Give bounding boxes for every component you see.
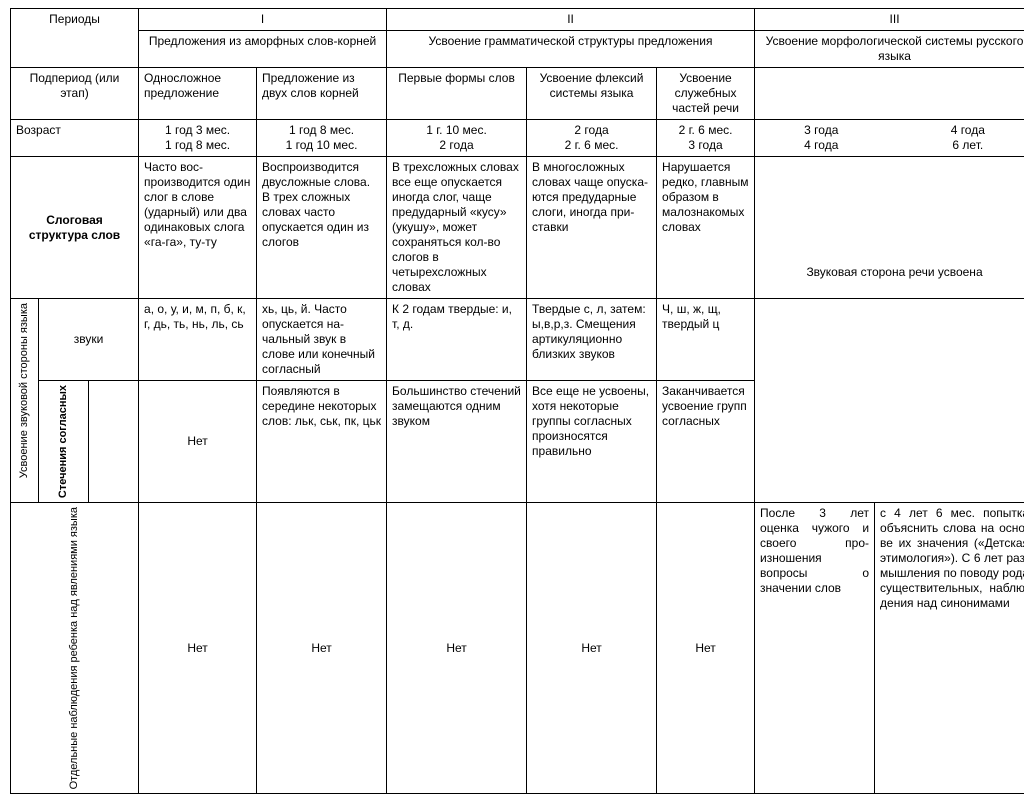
row-roman: Периоды I II III — [11, 9, 1024, 31]
subperiod-label: Подпериод (или этап) — [11, 68, 139, 120]
clusters-label-rot-cell: Стечения соглас­ных — [39, 381, 89, 503]
age-c1: 1 год 3 мес. 1 год 8 мес. — [139, 120, 257, 157]
page: Периоды I II III Предложения из аморфных… — [0, 0, 1024, 802]
age-c6b: 4 года — [760, 138, 883, 153]
sounds-c1: а, о, у, и, м, п, б, к, г, дь, ть, нь, л… — [139, 299, 257, 381]
age-c5a: 2 г. 6 мес. — [662, 123, 749, 138]
age-c7a: 4 года — [907, 123, 1024, 138]
age-c67: 3 года 4 года 4 года 6 лет. — [755, 120, 1024, 157]
subperiod-c67 — [755, 68, 1024, 120]
subperiod-c3: Первые формы слов — [387, 68, 527, 120]
syllable-c3: В трехсложных словах все еще опускается … — [387, 157, 527, 299]
syllable-c1: Часто вос­производит­ся один слог в слов… — [139, 157, 257, 299]
period-iii-num: III — [755, 9, 1024, 31]
age-c1b: 1 год 8 мес. — [144, 138, 251, 153]
age-c7b: 6 лет. — [907, 138, 1024, 153]
age-c4b: 2 г. 6 мес. — [532, 138, 651, 153]
age-c6a: 3 года — [760, 123, 883, 138]
row-age: Возраст 1 год 3 мес. 1 год 8 мес. 1 год … — [11, 120, 1024, 157]
period-ii-num: II — [387, 9, 755, 31]
observations-c1: Нет — [139, 503, 257, 794]
clusters-c5: Заканчива­ется усвое­ние групп согласных — [657, 381, 755, 503]
observations-c7: с 4 лет 6 мес. попытка объяснить слова н… — [875, 503, 1024, 794]
sounds-c2: хь, ць, й. Часто опускается на­чальный з… — [257, 299, 387, 381]
subperiod-c4: Усвоение флексий системы языка — [527, 68, 657, 120]
subperiod-c5: Усвоение служебных частей речи — [657, 68, 755, 120]
syllable-c5: Нарушает­ся редко, главным образом в мал… — [657, 157, 755, 299]
age-c3: 1 г. 10 мес. 2 года — [387, 120, 527, 157]
row-period-titles: Предложения из аморфных слов-корней Усво… — [11, 31, 1024, 68]
age-c5b: 3 года — [662, 138, 749, 153]
clusters-c4: Все еще не усвое­ны, хотя некото­рые гру… — [527, 381, 657, 503]
sounds-c67 — [755, 299, 1024, 503]
period-i-num: I — [139, 9, 387, 31]
syllable-label: Слоговая структура слов — [11, 157, 139, 299]
age-c2a: 1 год 8 мес. — [262, 123, 381, 138]
subperiod-c1: Однослож­ное пред­ложение — [139, 68, 257, 120]
clusters-c3: Большинство стечений заме­щаются одним з… — [387, 381, 527, 503]
syllable-c2: Воспроизво­дится двуслож­ные слова. В тр… — [257, 157, 387, 299]
sound-group-label-cell: Усвоение звуковой стороны языка — [11, 299, 39, 503]
age-c2b: 1 год 10 мес. — [262, 138, 381, 153]
age-c4: 2 года 2 г. 6 мес. — [527, 120, 657, 157]
age-c3a: 1 г. 10 мес. — [392, 123, 521, 138]
sound-group-label: Усвоение звуковой стороны языка — [16, 299, 33, 482]
period-i-title: Предложения из аморфных слов-корней — [139, 31, 387, 68]
periods-label: Периоды — [11, 9, 139, 68]
age-c1a: 1 год 3 мес. — [144, 123, 251, 138]
sounds-c3: К 2 годам твер­дые: и, т, д. — [387, 299, 527, 381]
observations-label-cell: Отдельные наблюдения ребенка над явления… — [11, 503, 139, 794]
observations-c6: После 3 лет оценка чужого и своего про­и… — [755, 503, 875, 794]
age-c3b: 2 года — [392, 138, 521, 153]
observations-label: Отдельные наблюдения ребенка над явления… — [66, 503, 83, 793]
syllable-c67: Звуковая сторона речи усвоена — [755, 157, 1024, 299]
subperiod-c2: Предложение из двух слов корней — [257, 68, 387, 120]
observations-c4: Нет — [527, 503, 657, 794]
row-sounds: Усвоение звуковой стороны языка звуки а,… — [11, 299, 1024, 381]
clusters-c2: Появляются в середине неко­торых слов: л… — [257, 381, 387, 503]
observations-c5: Нет — [657, 503, 755, 794]
development-table: Периоды I II III Предложения из аморфных… — [10, 8, 1024, 794]
syllable-c4: В многослож­ных словах чаще опуска­ются … — [527, 157, 657, 299]
clusters-label-empty — [89, 381, 139, 503]
sounds-c5: Ч, ш, ж, щ, твердый ц — [657, 299, 755, 381]
clusters-label: Стечения соглас­ных — [55, 381, 72, 502]
clusters-c1: Нет — [139, 381, 257, 503]
row-syllable: Слоговая структура слов Часто вос­произв… — [11, 157, 1024, 299]
sounds-label: звуки — [39, 299, 139, 381]
age-c5: 2 г. 6 мес. 3 года — [657, 120, 755, 157]
sounds-c4: Твердые с, л, затем: ы,в,р,з. Смещения а… — [527, 299, 657, 381]
observations-c3: Нет — [387, 503, 527, 794]
age-c4a: 2 года — [532, 123, 651, 138]
age-label: Возраст — [11, 120, 139, 157]
row-subperiod: Подпериод (или этап) Однослож­ное пред­л… — [11, 68, 1024, 120]
period-iii-title: Усвоение морфологической системы русског… — [755, 31, 1024, 68]
row-observations: Отдельные наблюдения ребенка над явления… — [11, 503, 1024, 794]
observations-c2: Нет — [257, 503, 387, 794]
age-c2: 1 год 8 мес. 1 год 10 мес. — [257, 120, 387, 157]
period-ii-title: Усвоение грамматической структуры предло… — [387, 31, 755, 68]
